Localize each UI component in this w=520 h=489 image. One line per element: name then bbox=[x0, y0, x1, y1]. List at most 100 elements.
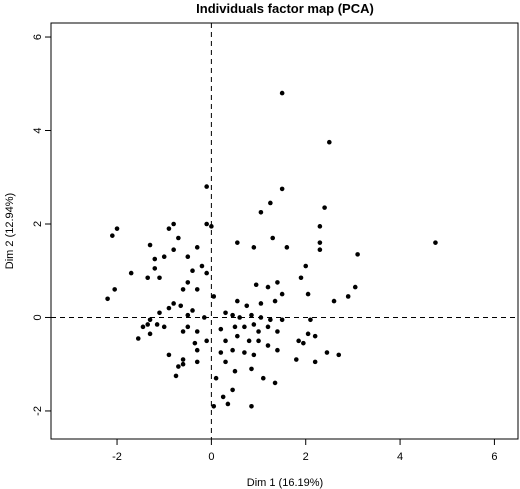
data-point bbox=[173, 373, 179, 379]
data-point bbox=[352, 284, 358, 290]
data-point bbox=[185, 280, 191, 285]
data-point bbox=[275, 280, 280, 285]
data-point bbox=[275, 347, 280, 353]
data-point bbox=[279, 186, 285, 192]
data-point bbox=[355, 252, 360, 257]
data-point bbox=[192, 340, 198, 346]
data-point bbox=[296, 338, 301, 344]
data-point bbox=[265, 324, 271, 330]
data-point bbox=[317, 224, 323, 229]
data-point bbox=[145, 275, 151, 281]
data-point bbox=[275, 329, 280, 334]
data-point bbox=[249, 366, 254, 372]
data-point bbox=[157, 275, 162, 281]
data-point bbox=[235, 298, 240, 304]
data-point bbox=[145, 322, 151, 327]
data-point bbox=[194, 287, 200, 292]
data-point bbox=[237, 315, 242, 320]
data-point bbox=[202, 315, 207, 320]
y-tick-label: 2 bbox=[32, 221, 44, 227]
data-point bbox=[166, 226, 172, 231]
data-point bbox=[258, 301, 264, 306]
data-point bbox=[279, 90, 285, 96]
data-point bbox=[251, 245, 257, 250]
data-point bbox=[128, 270, 134, 276]
data-point bbox=[213, 375, 219, 381]
data-point bbox=[204, 184, 209, 189]
data-point bbox=[312, 359, 318, 365]
data-point bbox=[190, 268, 195, 274]
data-point bbox=[301, 340, 306, 346]
data-point bbox=[114, 226, 120, 231]
data-point bbox=[327, 139, 332, 145]
data-point bbox=[242, 324, 247, 330]
y-axis: -2 0 2 4 6 bbox=[32, 34, 51, 416]
data-point bbox=[433, 240, 438, 245]
data-point bbox=[249, 312, 254, 318]
y-axis-label: Dim 2 (12.94%) bbox=[4, 193, 16, 269]
data-point bbox=[303, 263, 309, 269]
data-point bbox=[204, 270, 209, 276]
data-point bbox=[180, 329, 186, 334]
data-point bbox=[176, 364, 181, 369]
data-point bbox=[190, 308, 195, 313]
data-point bbox=[258, 315, 264, 320]
data-point bbox=[308, 317, 313, 323]
data-point bbox=[268, 200, 273, 206]
data-point bbox=[251, 322, 257, 327]
data-point bbox=[185, 254, 191, 260]
data-point bbox=[194, 359, 200, 365]
data-point bbox=[185, 312, 191, 318]
data-point bbox=[204, 221, 209, 227]
data-point bbox=[157, 310, 162, 316]
data-point bbox=[180, 287, 186, 292]
y-tick-label: 4 bbox=[32, 127, 44, 133]
data-point bbox=[272, 380, 278, 386]
data-points bbox=[105, 90, 438, 409]
data-point bbox=[249, 403, 254, 409]
x-tick-label: -2 bbox=[112, 451, 122, 463]
data-point bbox=[161, 324, 167, 330]
data-point bbox=[265, 343, 271, 348]
data-point bbox=[258, 210, 264, 215]
data-point bbox=[260, 375, 266, 381]
data-point bbox=[161, 254, 167, 260]
data-point bbox=[171, 301, 176, 306]
data-point bbox=[317, 240, 323, 245]
data-point bbox=[232, 368, 238, 374]
chart-title: Individuals factor map (PCA) bbox=[196, 1, 374, 16]
data-point bbox=[211, 403, 217, 409]
data-point bbox=[244, 303, 250, 309]
data-point bbox=[268, 317, 273, 323]
data-point bbox=[270, 235, 276, 241]
x-tick-label: 0 bbox=[208, 451, 214, 463]
data-point bbox=[223, 359, 228, 365]
x-tick-label: 4 bbox=[397, 451, 403, 463]
data-point bbox=[110, 233, 115, 238]
data-point bbox=[253, 282, 259, 288]
data-point bbox=[279, 317, 285, 323]
data-point bbox=[305, 331, 311, 337]
data-point bbox=[232, 324, 238, 330]
data-point bbox=[256, 338, 261, 344]
data-point bbox=[112, 287, 117, 292]
data-point bbox=[298, 275, 304, 281]
data-point bbox=[223, 310, 228, 316]
y-tick-label: -2 bbox=[32, 406, 44, 416]
data-point bbox=[147, 242, 153, 248]
data-point bbox=[171, 247, 176, 252]
data-point bbox=[176, 235, 181, 241]
data-point bbox=[220, 394, 226, 400]
data-point bbox=[225, 401, 231, 407]
data-point bbox=[265, 284, 271, 290]
data-point bbox=[235, 333, 240, 339]
data-point bbox=[272, 298, 278, 304]
data-point bbox=[152, 266, 158, 271]
data-point bbox=[312, 333, 318, 339]
data-point bbox=[171, 221, 176, 227]
data-point bbox=[251, 352, 257, 358]
data-point bbox=[324, 350, 330, 355]
data-point bbox=[230, 347, 235, 353]
